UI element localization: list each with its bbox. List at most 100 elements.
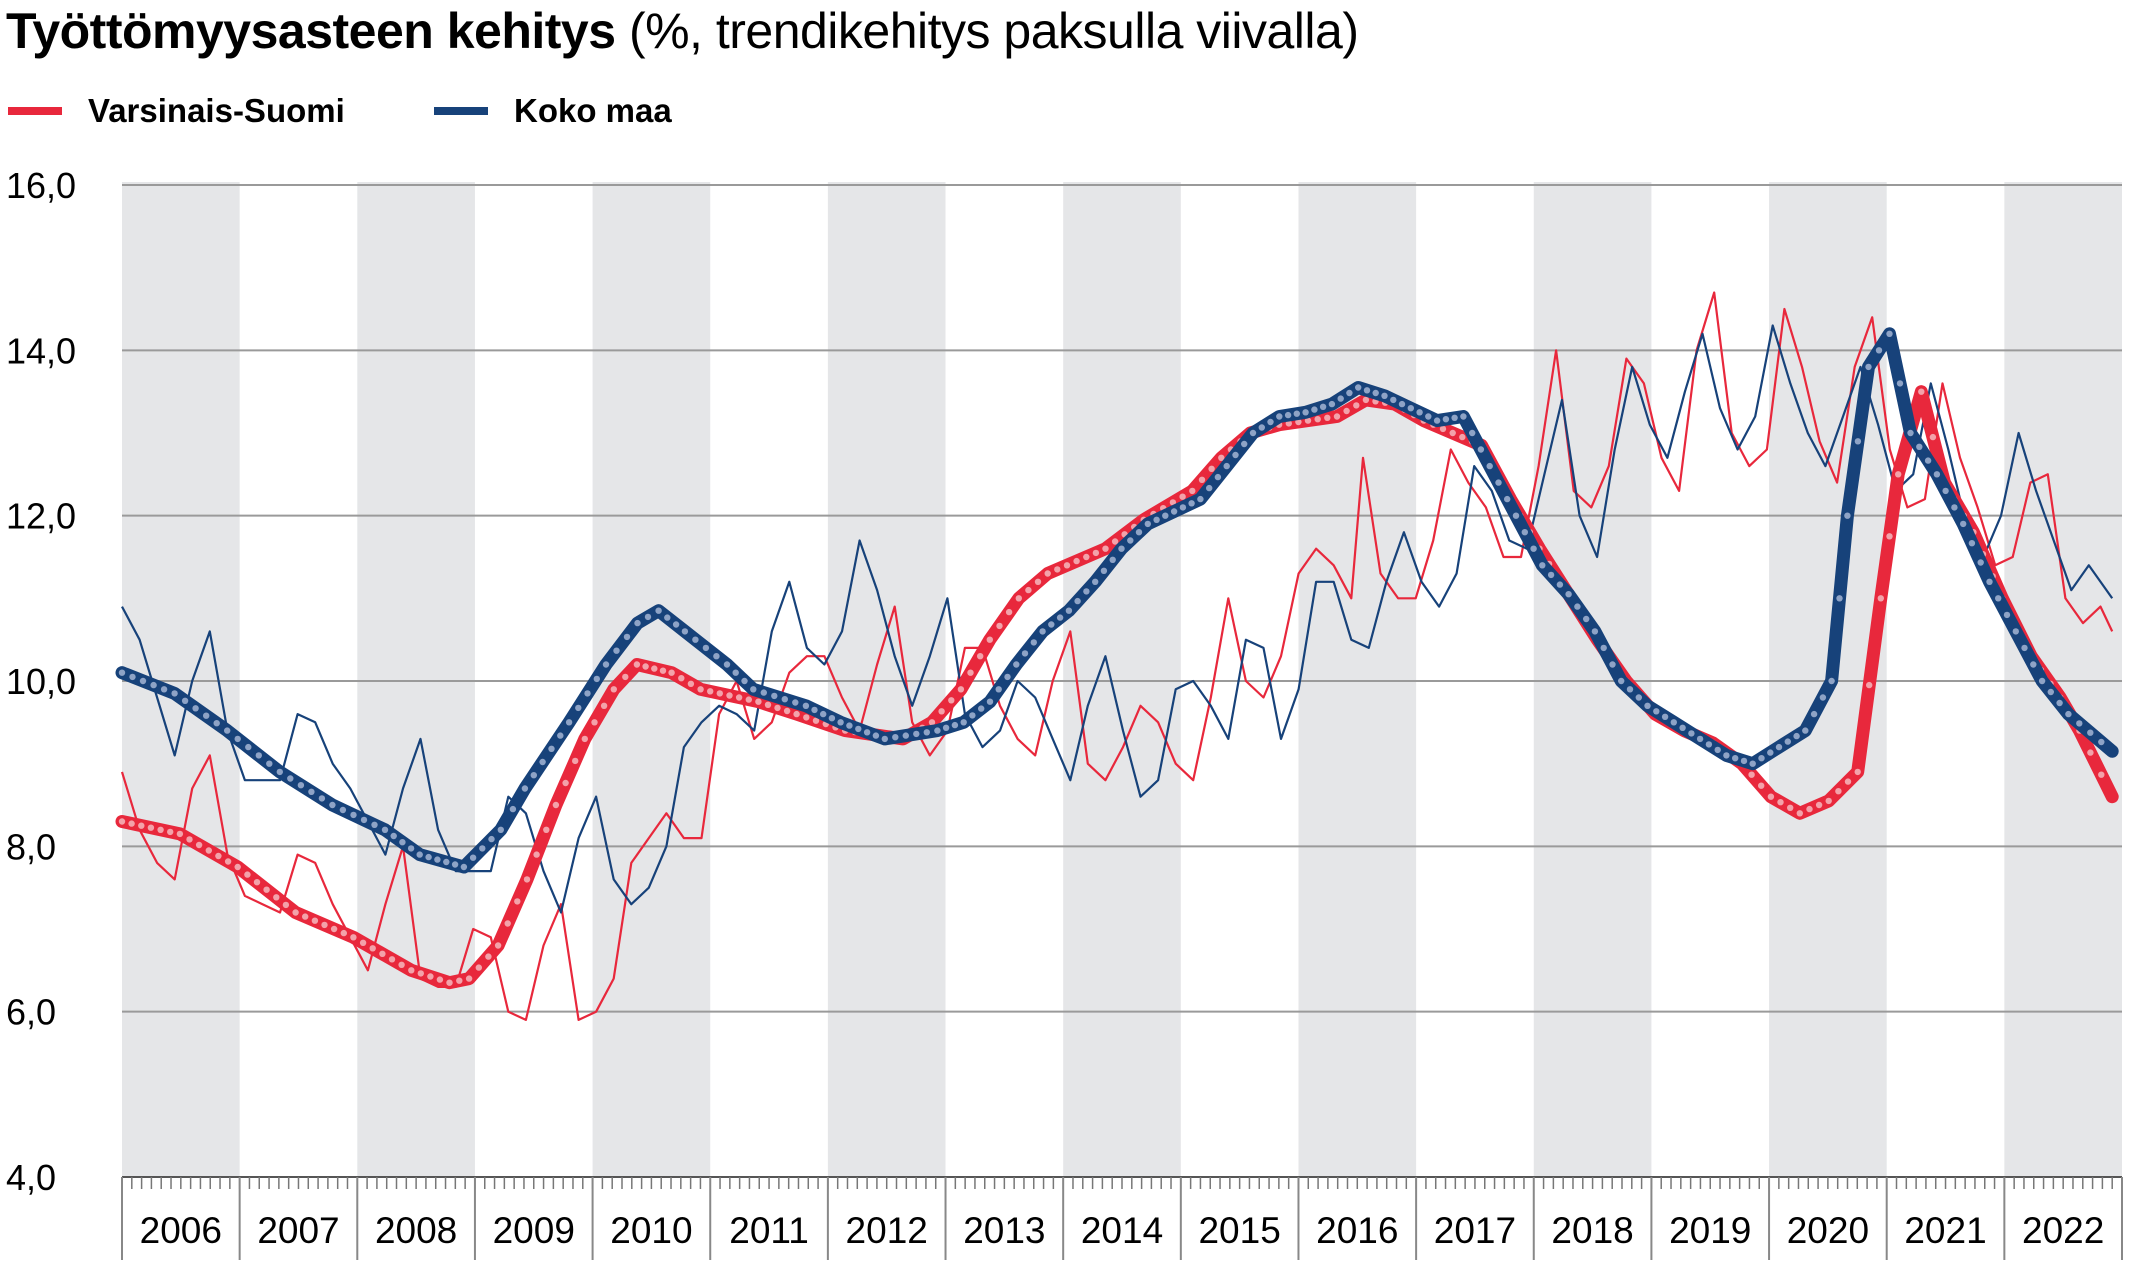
trend-point [1293,410,1301,417]
trend-point [1153,516,1160,523]
trend-point [302,913,309,920]
trend-point [1530,545,1537,552]
trend-point [634,619,641,627]
trend-point [960,719,967,726]
x-tick-label-2014: 2014 [1081,1210,1163,1251]
trend-point [1111,538,1119,545]
trend-point [371,821,378,828]
trend-point [245,743,252,751]
trend-point [1267,418,1274,426]
trend-point [1767,793,1775,800]
trend-point [1714,746,1721,754]
trend-point [793,710,800,718]
trend-point [741,677,748,685]
trend-point [1661,713,1669,720]
trend-point [329,801,336,809]
trend-point [1835,788,1842,795]
trend-point [2098,738,2105,746]
trend-point [427,973,434,980]
trend-point [1486,462,1493,470]
trend-point [1547,571,1555,579]
trend-point [2030,661,2037,668]
trend-point [1758,782,1765,789]
x-tick-label-2018: 2018 [1551,1210,1633,1251]
trend-point [1118,545,1125,552]
trend-point [1109,556,1116,563]
trend-point [1311,406,1318,413]
trend-point [781,696,788,703]
trend-point [692,636,699,643]
trend-point [523,876,531,883]
trend-point [1495,479,1502,486]
trend-point [1924,457,1932,464]
trend-point [732,669,739,676]
trend-point [783,707,791,715]
trend-point [416,851,423,858]
trend-point [408,967,415,974]
trend-point [543,826,550,833]
trend-point [475,964,482,971]
trend-point [1416,409,1423,416]
x-tick-label-2010: 2010 [610,1210,692,1251]
trend-point [623,633,631,641]
trend-point [1054,566,1061,573]
y-axis-labels: 4,0 6,0 8,0 10,0 12,0 14,0 16,0 [6,165,76,1198]
trend-point [1777,799,1784,806]
x-tick-label-2006: 2006 [140,1210,222,1251]
trend-point [1197,495,1204,503]
trend-point [1951,504,1958,511]
trend-point [488,835,495,843]
trend-point [2056,699,2063,707]
trend-point [456,977,463,984]
trend-point [1343,407,1350,415]
trend-point [644,613,652,621]
trend-point [1170,508,1178,515]
trend-point [552,801,560,809]
trend-point [443,858,450,866]
trend-point [276,768,283,776]
trend-point [308,788,315,795]
trend-point [1179,493,1186,500]
trend-point [494,942,502,949]
trend-point [1144,520,1152,528]
trend-point [1056,614,1064,621]
trend-point [948,697,955,704]
trend-point [1583,615,1590,623]
trend-point [451,861,459,868]
trend-point [548,745,555,752]
trend-point [434,856,441,863]
year-bands [122,182,2122,1177]
trend-point [465,975,473,982]
trend-points-koko-maa [118,330,2105,871]
trend-point [321,921,328,929]
trend-point [224,727,231,734]
trend-point [340,929,347,937]
trend-point [750,686,757,693]
trend-point [1362,396,1370,404]
y-tick-label: 16,0 [6,165,76,206]
trend-point [1276,413,1283,420]
trend-point [1073,557,1080,565]
trend-point [557,732,564,739]
legend-item-varsinais-suomi: Varsinais-Suomi [8,92,345,130]
trend-point [697,686,704,693]
trend-point [1092,578,1099,585]
trend-point [855,725,862,733]
trend-point [234,863,241,871]
trend-point [1346,389,1353,397]
trend-point [812,717,820,724]
trend-point [1960,520,1967,528]
trend-point [2038,677,2046,685]
trend-point [1353,402,1360,409]
year-band-2018 [1533,182,1652,1177]
trend-point [1258,424,1266,431]
trend-point [330,925,338,933]
trend-point [1854,768,1861,776]
year-band-2016 [1298,182,1417,1177]
trend-point [339,806,347,814]
trend-point [1644,702,1651,709]
trend-point [1825,797,1832,805]
trend-point [359,939,367,946]
trend-point [1806,805,1813,813]
trend-point [311,917,319,924]
